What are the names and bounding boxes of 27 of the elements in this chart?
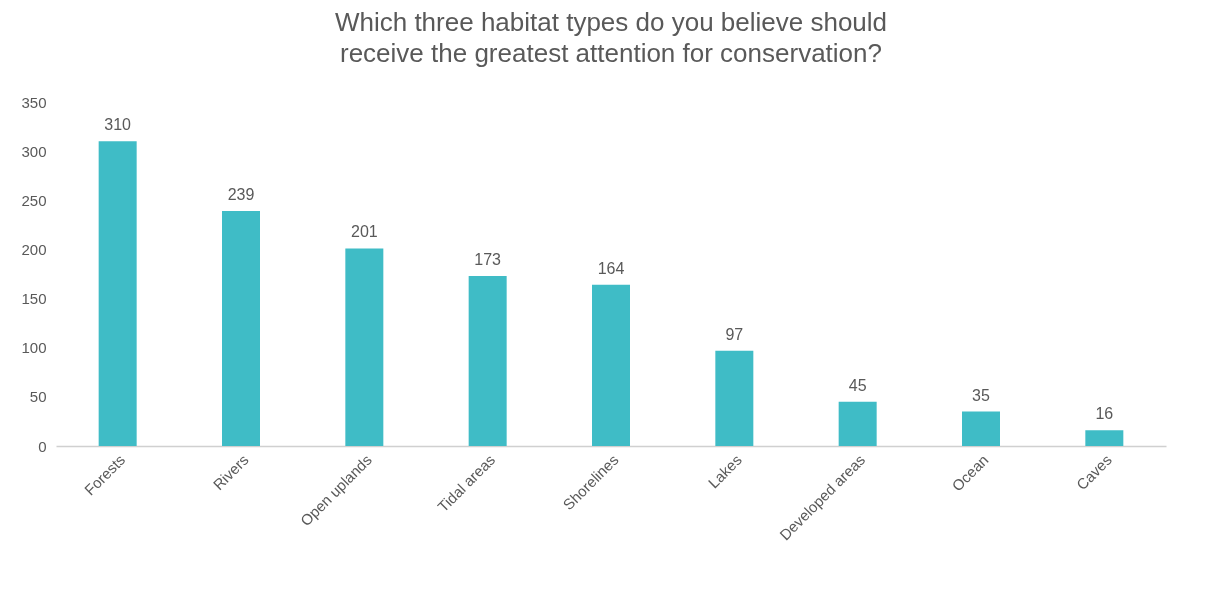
data-label: 173: [474, 250, 502, 268]
bar: [222, 211, 260, 446]
y-tick-label: 100: [21, 339, 47, 357]
data-label: 310: [104, 116, 132, 134]
y-tick-label: 350: [21, 93, 47, 111]
bar: [98, 141, 137, 446]
bar: [838, 401, 877, 446]
y-tick-label: 200: [21, 240, 47, 258]
y-tick-label: 50: [29, 388, 47, 406]
data-label: 97: [725, 325, 744, 343]
bar: [962, 411, 1000, 446]
data-label: 45: [848, 376, 867, 394]
y-tick-label: 0: [38, 437, 47, 455]
chart-title: Which three habitat types do you believe should receive the greatest attention for conservation?: [334, 7, 888, 68]
y-tick-label: 250: [21, 191, 47, 209]
data-label: 239: [227, 186, 255, 204]
bar: [345, 248, 384, 446]
data-label: 35: [972, 386, 990, 404]
data-label: 16: [1095, 405, 1114, 423]
data-label: 201: [350, 223, 378, 241]
y-tick-label: 300: [21, 142, 47, 160]
bar: [592, 284, 630, 446]
data-label: 164: [597, 259, 625, 277]
y-tick-label: 150: [21, 290, 47, 308]
bar: [715, 350, 754, 446]
bar: [468, 275, 507, 446]
bar: [1085, 430, 1124, 446]
